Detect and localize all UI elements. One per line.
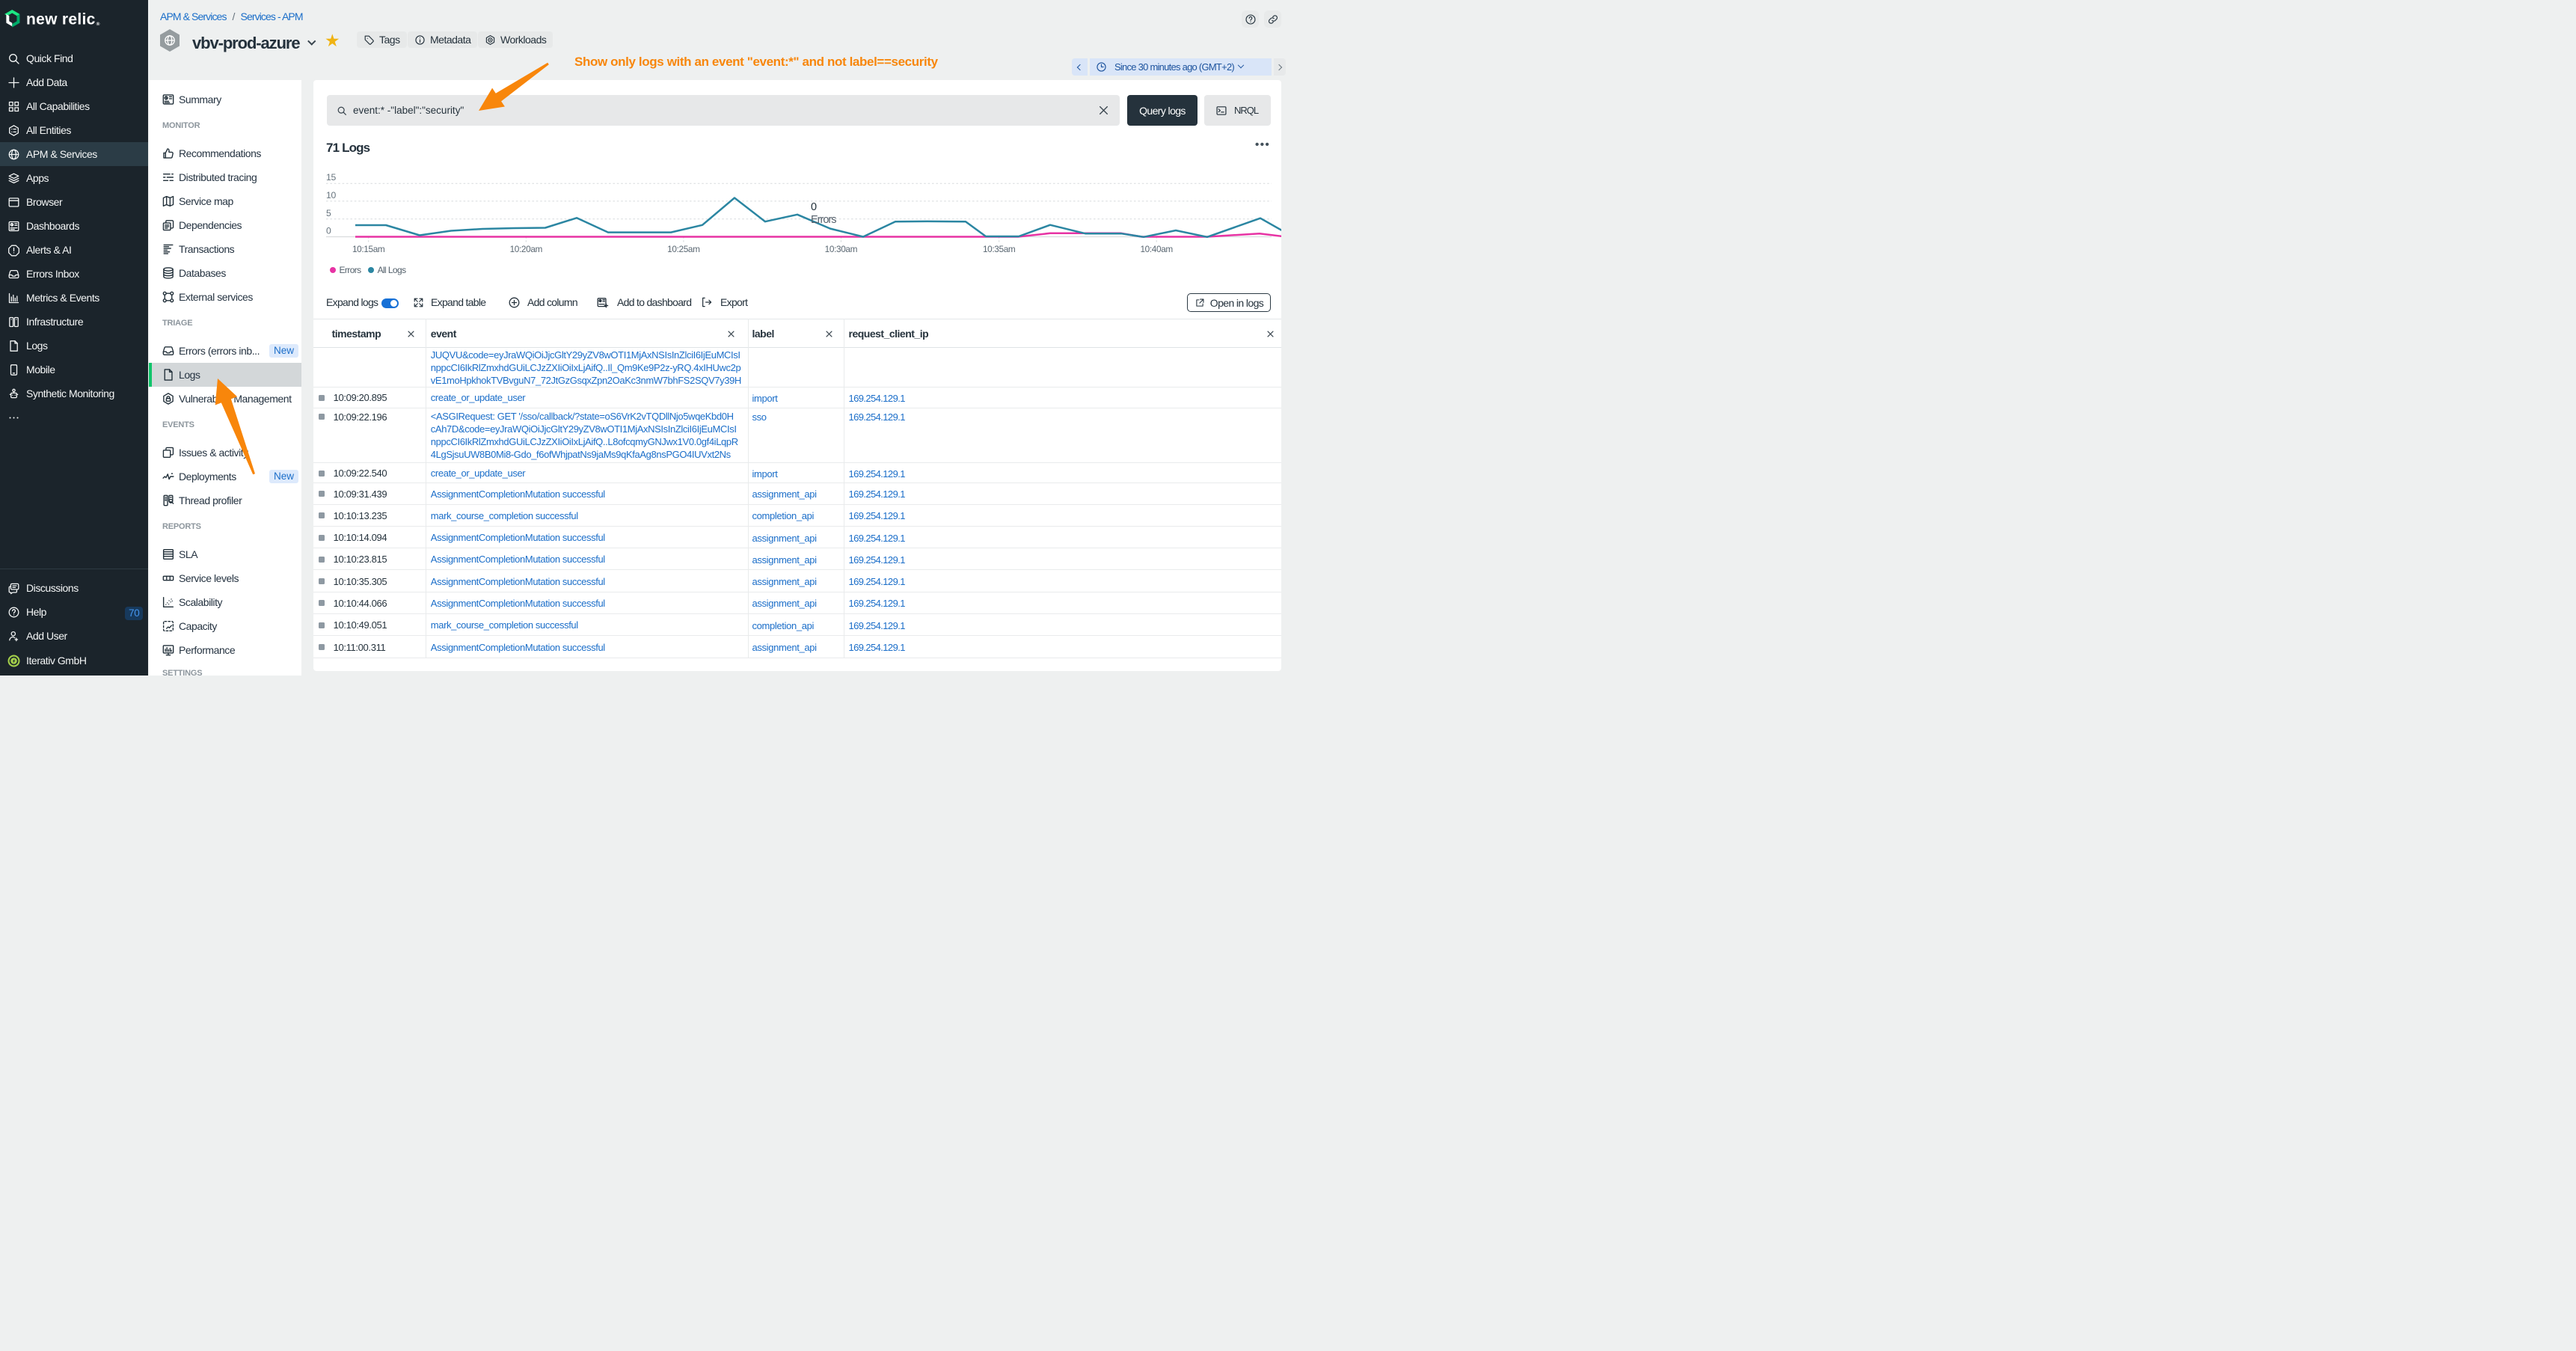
svg-text:0: 0 bbox=[811, 201, 817, 213]
svg-text:5: 5 bbox=[326, 208, 331, 218]
svg-text:10:30am: 10:30am bbox=[825, 244, 858, 254]
svg-text:10:35am: 10:35am bbox=[983, 244, 1016, 254]
svg-text:10:40am: 10:40am bbox=[1140, 244, 1173, 254]
svg-text:10: 10 bbox=[326, 190, 336, 200]
svg-text:10:25am: 10:25am bbox=[667, 244, 700, 254]
svg-text:Errors: Errors bbox=[811, 214, 836, 226]
svg-text:0: 0 bbox=[326, 226, 331, 236]
svg-text:10:20am: 10:20am bbox=[510, 244, 543, 254]
svg-text:new relic®: new relic® bbox=[26, 11, 100, 28]
svg-text:15: 15 bbox=[326, 172, 336, 183]
svg-text:10:15am: 10:15am bbox=[352, 244, 385, 254]
